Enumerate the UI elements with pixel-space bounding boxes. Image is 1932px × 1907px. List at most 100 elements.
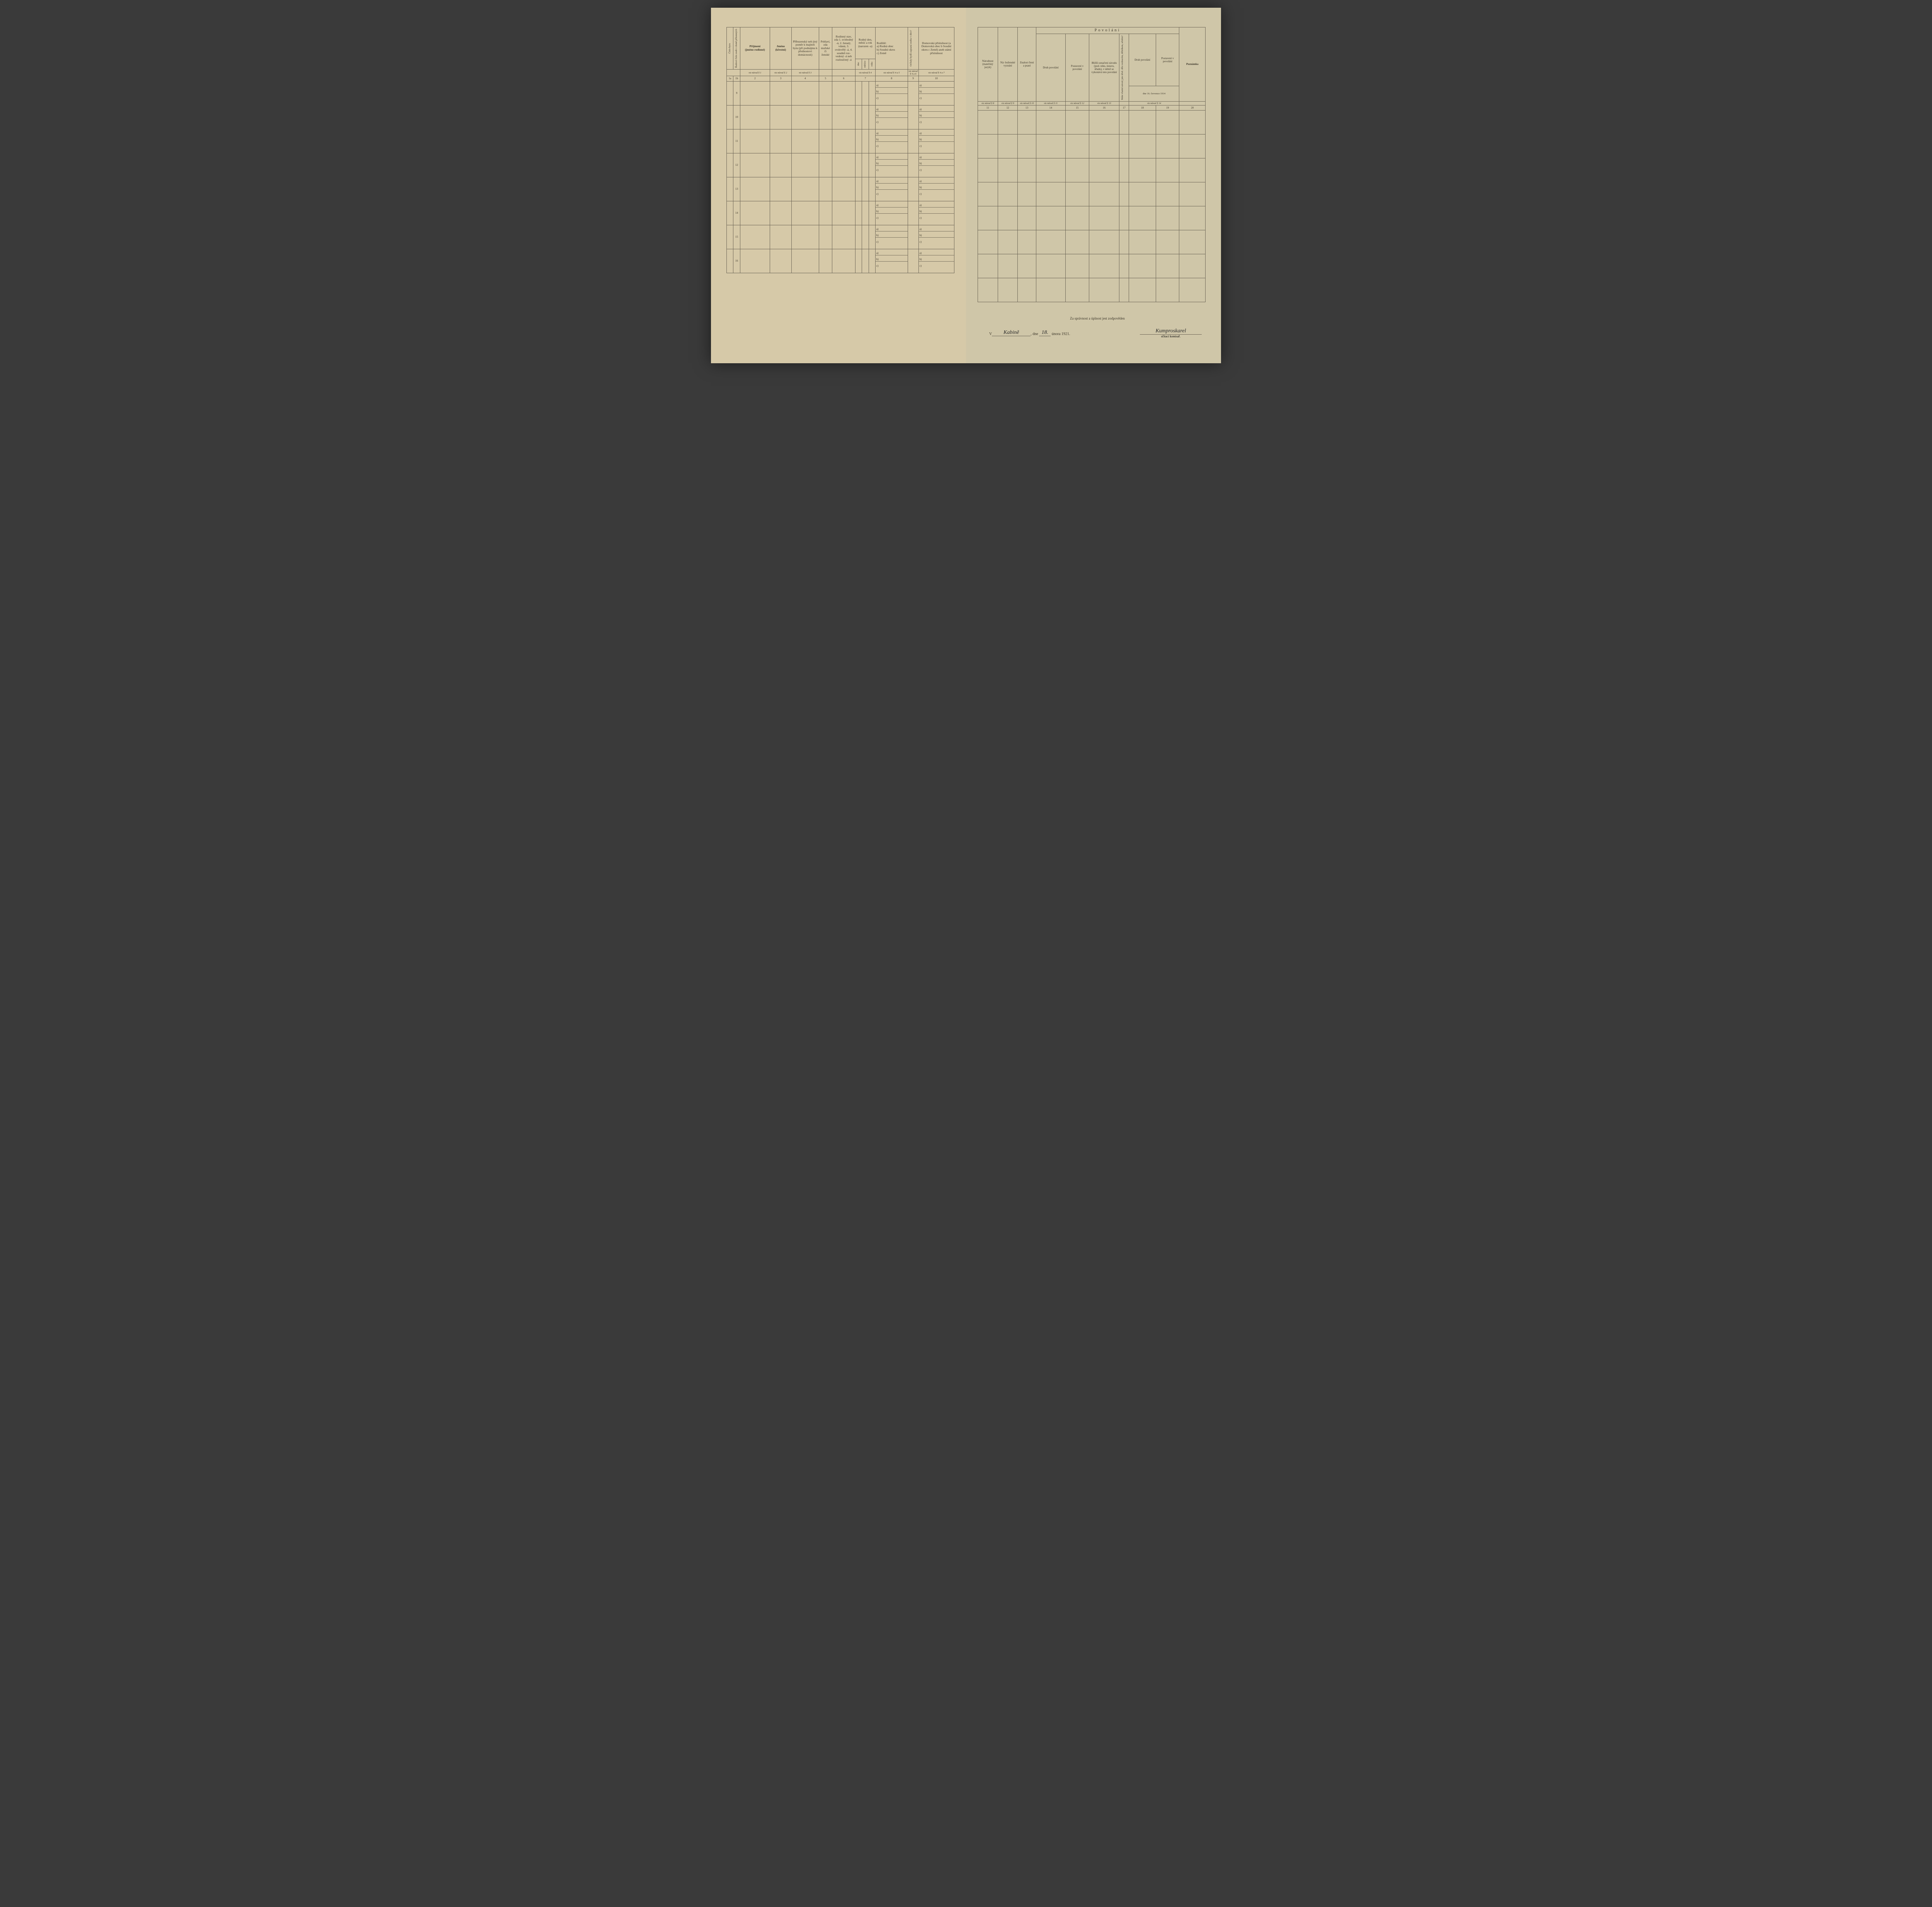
cell-1a: [727, 81, 733, 105]
col-6-header: Rodinný stav, zda 1. svobodný -á, 2. žen…: [832, 27, 855, 70]
sub-line: a): [919, 105, 954, 112]
cell-blank: [1129, 111, 1156, 134]
navod-8: viz návod § 4 a 5: [875, 70, 908, 76]
cell-blank: [998, 254, 1018, 278]
cell-blank: [1036, 134, 1065, 158]
cell-date: [862, 225, 869, 249]
cell-date: [862, 129, 869, 153]
cell-blank: [819, 81, 832, 105]
cell-blank: [819, 153, 832, 177]
cell-1a: [727, 105, 733, 129]
commissar-signature: Kumproskarel: [1140, 328, 1202, 335]
dne-label: , dne: [1031, 332, 1038, 336]
cell-blank: [1119, 206, 1129, 230]
cell-blank: [1119, 254, 1129, 278]
col-number: 4: [791, 76, 819, 81]
col-20-header: Poznámka: [1179, 27, 1206, 102]
sub-line: a): [876, 249, 908, 255]
col-19-header: Postavení v povolání: [1156, 34, 1179, 86]
cell-abc: a)b)c): [918, 81, 954, 105]
col-4-header: Příbuzenský neb jiný poměr k majiteli by…: [791, 27, 819, 70]
col-7c-header: roku: [870, 61, 874, 67]
sub-line: a): [919, 201, 954, 208]
cell-blank: [819, 177, 832, 201]
row-number: 16: [733, 249, 740, 273]
cell-blank: [1129, 230, 1156, 254]
col-12-header: Ná- boženské vyznání: [998, 27, 1018, 102]
cell-blank: [978, 206, 998, 230]
cell-blank: [1156, 158, 1179, 182]
cell-blank: [1036, 206, 1065, 230]
col-2-header: Příjmení(jméno rodinné): [740, 27, 770, 70]
cell-blank: [1119, 134, 1129, 158]
cell-blank: [998, 206, 1018, 230]
col-number: 15: [1066, 105, 1089, 111]
col-number: 6: [832, 76, 855, 81]
cell-1a: [727, 201, 733, 225]
navod-3: viz návod § 2: [770, 70, 791, 76]
cell-date: [869, 153, 875, 177]
cell-date: [869, 177, 875, 201]
sub-line: c): [919, 166, 954, 172]
table-row: [978, 158, 1206, 182]
cell-blank: [832, 177, 855, 201]
cell-abc: a)b)c): [918, 201, 954, 225]
cell-blank: [1129, 206, 1156, 230]
navod-2: viz návod § 1: [740, 70, 770, 76]
sub-line: a): [919, 225, 954, 231]
cell-abc: a)b)c): [918, 177, 954, 201]
cell-blank: [819, 129, 832, 153]
col-number: 3: [770, 76, 791, 81]
cell-blank: [1089, 278, 1119, 302]
col-number: 1a: [727, 76, 733, 81]
sub-line: c): [876, 214, 908, 220]
cell-blank: [978, 254, 998, 278]
navod-7: viz návod § 4: [855, 70, 875, 76]
cell-date: [869, 249, 875, 273]
cell-blank: [791, 105, 819, 129]
sub-line: c): [919, 238, 954, 244]
sub-line: c): [876, 142, 908, 148]
cell-blank: [1018, 278, 1036, 302]
col-7-header: Rodný den, měsíc a rok (narozen -a): [855, 27, 875, 59]
sub-line: c): [876, 166, 908, 172]
sub-line: c): [919, 118, 954, 124]
cell-blank: [740, 249, 770, 273]
col-number: 9: [908, 76, 918, 81]
cell-blank: [908, 249, 918, 273]
sub-line: c): [876, 94, 908, 100]
cell-blank: [1129, 182, 1156, 206]
cell-abc: a)b)c): [918, 129, 954, 153]
cell-abc: a)b)c): [875, 105, 908, 129]
cell-blank: [740, 129, 770, 153]
cell-blank: [908, 129, 918, 153]
cell-blank: [832, 105, 855, 129]
sub-line: a): [919, 129, 954, 136]
cell-abc: a)b)c): [918, 153, 954, 177]
sub-line: b): [876, 208, 908, 214]
row-number: 15: [733, 225, 740, 249]
cell-blank: [1089, 182, 1119, 206]
navod-12: viz návod § 9: [998, 101, 1018, 105]
col-16-header: Bližší označení závodu (pod- niku, ústav…: [1089, 34, 1119, 101]
navod-9: viz návod § 4 a 6: [908, 70, 918, 76]
cell-date: [855, 105, 862, 129]
cell-blank: [1018, 111, 1036, 134]
cell-blank: [1119, 158, 1129, 182]
col-number: 7: [855, 76, 875, 81]
navod-4: viz návod § 3: [791, 70, 819, 76]
col-13-header: Znalost čtení a psaní: [1018, 27, 1036, 102]
cell-blank: [978, 182, 998, 206]
row-number: 13: [733, 177, 740, 201]
sub-line: a): [876, 177, 908, 184]
place-signature: Kabině: [992, 330, 1031, 336]
cell-date: [855, 81, 862, 105]
cell-abc: a)b)c): [875, 81, 908, 105]
table-row: 10a)b)c)a)b)c): [727, 105, 954, 129]
cell-blank: [998, 278, 1018, 302]
cell-abc: a)b)c): [875, 129, 908, 153]
navod-16: viz návod § 13: [1089, 101, 1119, 105]
col-5-header: Pohlaví, zda mužské či ženské: [819, 27, 832, 70]
cell-blank: [1089, 206, 1119, 230]
sub-line: c): [919, 214, 954, 220]
